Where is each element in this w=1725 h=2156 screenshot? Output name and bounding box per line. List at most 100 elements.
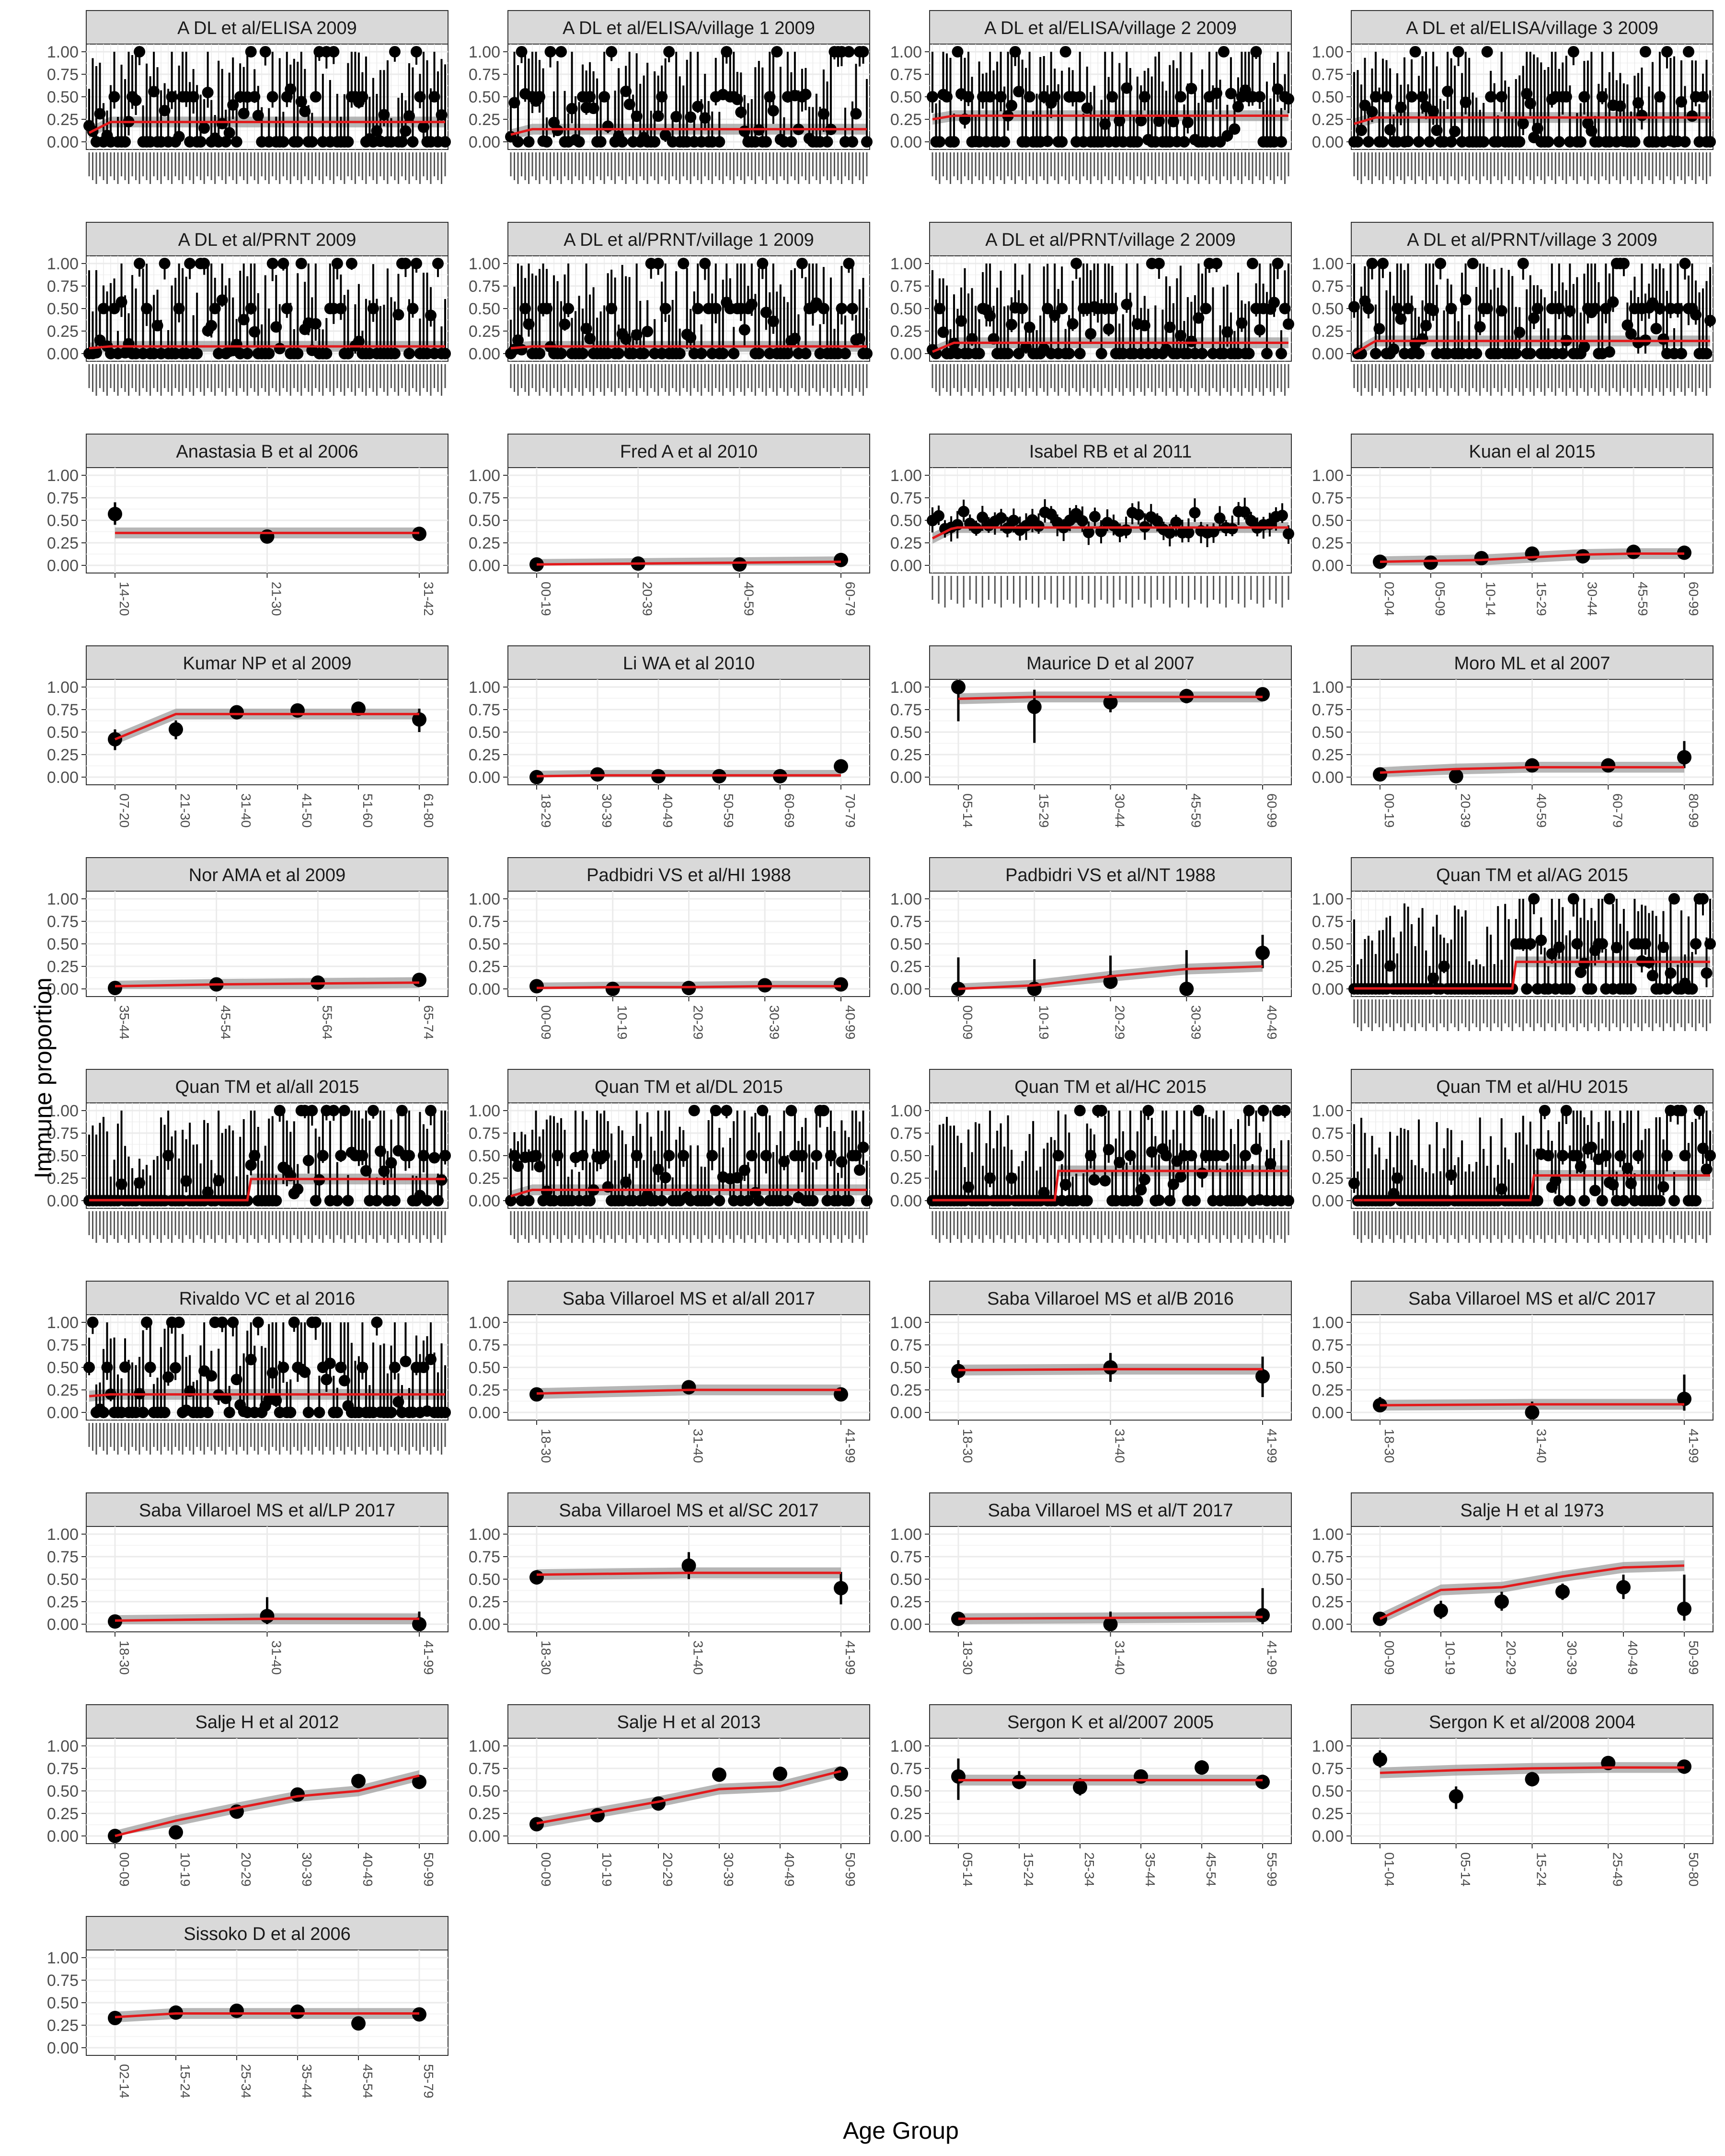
data-point xyxy=(1517,258,1529,269)
data-point xyxy=(1435,258,1447,269)
facet-panel: A DL et al/ELISA/village 3 2009 0.00 0.25 0… xyxy=(1312,10,1716,184)
data-point xyxy=(1174,91,1186,103)
fit-line xyxy=(536,560,841,566)
data-point xyxy=(1275,136,1287,148)
x-tick-label: 65-74 xyxy=(421,1005,436,1040)
data-point xyxy=(389,1195,401,1206)
data-point xyxy=(1103,323,1115,335)
facet-panel: Anastasia B et al 2006 0.00 0.25 0.50 0.75 1.… xyxy=(47,434,448,616)
y-tick-label: 0.50 xyxy=(469,300,500,318)
data-point xyxy=(1586,983,1598,995)
data-point xyxy=(1452,46,1464,57)
data-point xyxy=(230,705,244,720)
data-point xyxy=(1229,123,1241,135)
data-point xyxy=(505,1195,517,1206)
x-tick-label: 00-19 xyxy=(1382,793,1397,828)
y-tick-label: 0.75 xyxy=(890,66,922,84)
facet-panel: Nor AMA et al 2009 0.00 0.25 0.50 0.75 1.00 35… xyxy=(47,857,448,1040)
data-point xyxy=(198,122,210,134)
x-tick-label: 20-29 xyxy=(1113,1005,1127,1040)
data-point xyxy=(159,258,171,269)
x-tick-label: 40-99 xyxy=(843,1005,858,1040)
y-tick-label: 0.00 xyxy=(890,557,922,575)
data-point xyxy=(1082,527,1094,539)
facet-panel: Quan TM et al/all 2015 0.00 0.25 0.50 0.75 1.… xyxy=(47,1069,451,1243)
y-tick-label: 0.25 xyxy=(469,111,500,129)
data-point xyxy=(652,110,664,122)
y-tick-label: 0.50 xyxy=(469,512,500,530)
data-point xyxy=(846,303,858,314)
facet-panel: Kuan el al 2015 0.00 0.25 0.50 0.75 1.00 02-04… xyxy=(1312,434,1714,616)
facet-strip xyxy=(507,857,870,892)
y-tick-label: 0.25 xyxy=(47,1170,79,1188)
data-point xyxy=(317,1150,329,1161)
data-point xyxy=(995,512,1007,524)
data-point xyxy=(1042,135,1054,147)
data-point xyxy=(796,258,808,269)
y-tick-label: 0.75 xyxy=(890,913,922,931)
fit-line xyxy=(115,981,420,987)
fit-line xyxy=(932,114,1288,121)
data-point xyxy=(1056,303,1068,314)
data-point xyxy=(973,348,985,359)
data-point xyxy=(245,46,257,57)
data-point xyxy=(1510,348,1522,359)
y-tick-label: 1.00 xyxy=(47,678,79,697)
x-tick-label: 00-19 xyxy=(539,582,553,616)
data-point xyxy=(821,136,833,148)
data-point xyxy=(1677,750,1691,765)
data-point xyxy=(331,258,343,269)
data-point xyxy=(1275,348,1287,359)
data-point xyxy=(1283,318,1294,330)
data-point xyxy=(1528,893,1540,905)
data-point xyxy=(1120,524,1132,536)
data-point xyxy=(1650,322,1662,334)
data-point xyxy=(389,46,401,57)
data-point xyxy=(702,1195,714,1206)
data-point xyxy=(616,136,628,148)
data-point xyxy=(1076,515,1088,527)
fit-line xyxy=(1354,116,1710,125)
data-point xyxy=(1164,527,1176,539)
data-point xyxy=(403,1150,415,1161)
facet-strip xyxy=(1351,222,1714,256)
x-tick-label: 51-60 xyxy=(360,793,375,828)
data-point xyxy=(335,1150,347,1161)
facet-title: A DL et al/PRNT/village 2 2009 xyxy=(985,230,1235,250)
y-tick-label: 0.25 xyxy=(1312,534,1344,552)
y-tick-label: 0.25 xyxy=(890,322,922,341)
data-point xyxy=(529,770,544,784)
data-point xyxy=(173,131,185,143)
y-tick-label: 0.50 xyxy=(890,512,922,530)
data-point xyxy=(1629,136,1641,148)
x-tick-label: 20-39 xyxy=(640,582,655,616)
data-point xyxy=(1214,512,1226,524)
facet-strip xyxy=(507,645,870,680)
y-tick-label: 0.50 xyxy=(1312,512,1344,530)
y-tick-label: 0.00 xyxy=(469,768,500,787)
data-point xyxy=(1016,303,1028,314)
data-point xyxy=(1603,893,1615,905)
data-point xyxy=(857,1141,869,1153)
data-point xyxy=(1449,769,1463,784)
data-point xyxy=(202,87,214,99)
data-point xyxy=(1578,341,1590,353)
x-tick-label: 61-80 xyxy=(421,793,436,828)
data-point xyxy=(1596,938,1608,950)
data-point xyxy=(1254,91,1265,103)
data-point xyxy=(1268,297,1280,309)
data-point xyxy=(1363,303,1375,314)
data-point xyxy=(674,348,686,359)
facet-panel: A DL et al/PRNT/village 1 2009 0.00 0.25 0.… xyxy=(469,222,873,396)
data-point xyxy=(1601,758,1616,773)
data-point xyxy=(1423,555,1438,570)
x-tick-label: 10-14 xyxy=(1484,582,1498,616)
data-point xyxy=(1481,46,1493,57)
x-tick-label: 45-59 xyxy=(1188,793,1203,828)
data-point xyxy=(351,701,366,716)
y-tick-label: 0.75 xyxy=(890,1124,922,1143)
y-tick-label: 0.25 xyxy=(1312,958,1344,976)
data-point xyxy=(1363,136,1375,148)
y-tick-label: 0.75 xyxy=(1312,277,1344,296)
data-point xyxy=(1679,136,1691,148)
